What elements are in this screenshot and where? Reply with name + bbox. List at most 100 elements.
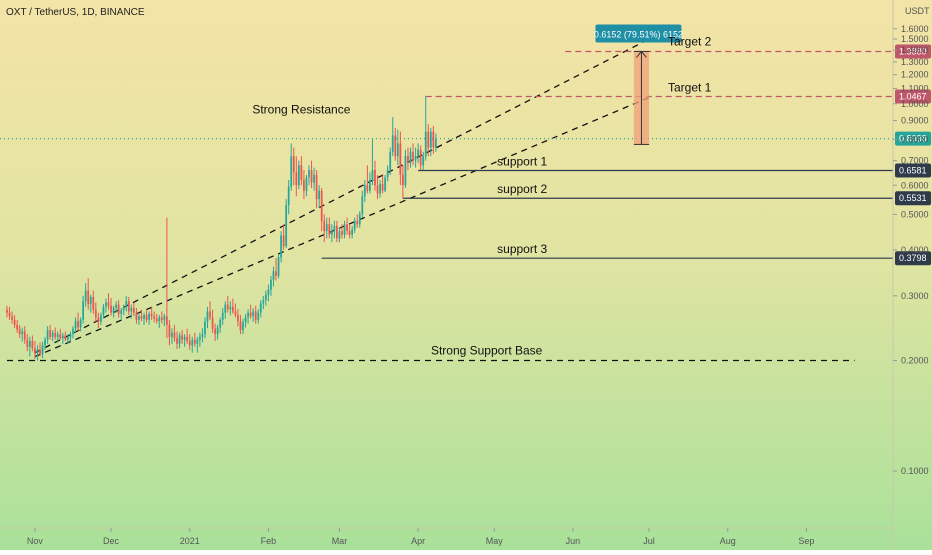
candle-body — [183, 336, 186, 340]
candle-body — [434, 139, 437, 148]
candle-body — [178, 335, 181, 344]
candle-body — [308, 170, 310, 178]
candle-body — [231, 306, 234, 312]
y-tick-label: 0.2000 — [901, 356, 929, 366]
candle-body — [237, 315, 239, 322]
annotation-label: Target 2 — [668, 35, 712, 49]
candle-body — [36, 349, 39, 353]
candle-body — [56, 334, 59, 337]
candle-body — [409, 151, 412, 163]
candle-body — [74, 321, 77, 329]
measure-arrow-icon — [636, 50, 647, 58]
candle-body — [115, 304, 118, 308]
y-tick-label: 0.7000 — [901, 156, 929, 166]
y-tick-label: 1.2000 — [901, 70, 929, 80]
candle-body — [270, 279, 272, 290]
price-level-badge-label: 0.5531 — [899, 193, 927, 203]
y-tick-label: 0.4000 — [901, 245, 929, 255]
candle-body — [239, 321, 242, 331]
candle-body — [280, 235, 282, 258]
candle-body — [186, 336, 189, 342]
candle-body — [224, 304, 227, 313]
candle-body — [191, 339, 194, 346]
candle-body — [318, 190, 321, 200]
candle-body — [44, 339, 46, 346]
candle-body — [23, 331, 26, 340]
candle-body — [54, 332, 57, 337]
candle-body — [376, 185, 379, 194]
candle-body — [120, 310, 123, 314]
candle-body — [396, 143, 399, 157]
candle-body — [432, 131, 435, 148]
candle-body — [341, 231, 343, 235]
price-level-badge-label: 0.6581 — [899, 166, 927, 176]
x-tick-label: Sep — [798, 536, 814, 546]
y-tick-label: 0.8000 — [901, 134, 929, 144]
candle-body — [346, 224, 348, 232]
candle-body — [84, 290, 87, 302]
x-tick-label: Feb — [261, 536, 277, 546]
candle-body — [102, 306, 105, 316]
y-tick-label: 0.5000 — [901, 209, 929, 219]
candle-body — [399, 143, 402, 175]
candle-body — [371, 170, 374, 181]
candle-body — [264, 294, 267, 301]
price-level-badge — [895, 131, 931, 146]
candle-body — [427, 131, 430, 148]
measure-label: 0.6152 (79.51%) 6152 — [594, 29, 683, 39]
candle-body — [150, 313, 153, 317]
candle-body — [11, 316, 13, 320]
candle-body — [333, 225, 336, 232]
candle-body — [249, 312, 252, 317]
candle-body — [41, 345, 44, 355]
candle-body — [51, 332, 54, 337]
candle-body — [315, 174, 318, 200]
candle-body — [389, 151, 392, 171]
candle-body — [204, 321, 206, 335]
candle-body — [424, 131, 427, 157]
candle-body — [303, 180, 305, 191]
candle-body — [67, 336, 69, 340]
candle-body — [282, 235, 285, 247]
y-tick-label: 1.4000 — [901, 45, 929, 55]
candle-body — [158, 317, 161, 322]
candle-body — [105, 302, 107, 307]
x-tick-label: May — [486, 536, 504, 546]
candle-body — [407, 156, 409, 163]
candle-body — [176, 338, 178, 344]
candle-body — [72, 328, 74, 335]
candle-body — [69, 334, 72, 337]
candle-body — [107, 302, 110, 306]
candle-body — [257, 312, 260, 320]
y-tick-label: 1.3000 — [901, 57, 929, 67]
candle-body — [153, 316, 156, 319]
candle-body — [193, 339, 196, 344]
candle-body — [313, 174, 315, 183]
candle-body — [145, 315, 148, 320]
candle-body — [404, 156, 407, 186]
y-tick-label: 0.9000 — [901, 116, 929, 126]
trend-line — [34, 38, 650, 354]
candle-body — [31, 341, 34, 349]
candle-body — [148, 313, 151, 320]
candle-body — [254, 311, 257, 320]
candle-body — [92, 296, 95, 310]
price-level-badge — [895, 191, 931, 206]
candle-body — [422, 156, 425, 166]
candle-body — [46, 330, 49, 340]
candles-layer — [6, 95, 437, 361]
candle-body — [384, 177, 387, 191]
candle-body — [358, 214, 361, 225]
candle-body — [267, 289, 270, 295]
candle-body — [77, 321, 79, 328]
candle-body — [402, 174, 404, 186]
annotation-label: Target 1 — [668, 80, 712, 94]
candle-body — [242, 322, 244, 331]
candle-body — [21, 331, 24, 335]
candle-body — [374, 170, 376, 186]
y-tick-label: 1.0000 — [901, 99, 929, 109]
y-tick-label: 0.6000 — [901, 180, 929, 190]
candle-body — [320, 190, 323, 221]
candle-body — [165, 316, 168, 325]
